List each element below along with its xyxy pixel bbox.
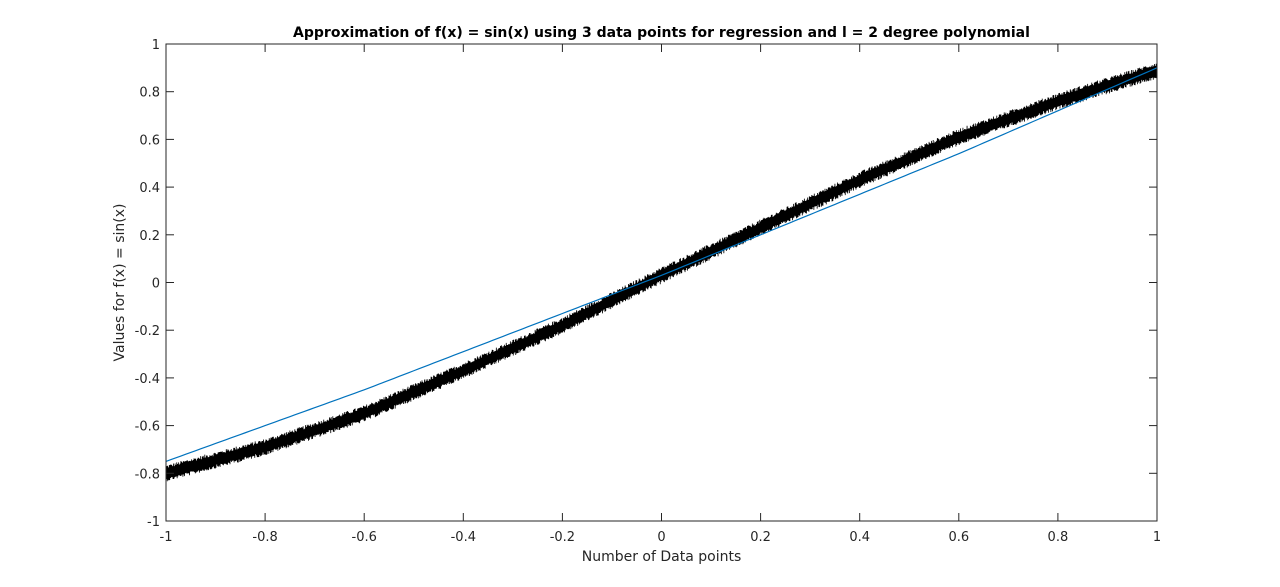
y-tick-label: -0.6 xyxy=(135,420,160,435)
series-1-line xyxy=(165,67,1158,462)
x-tick-label: 0.8 xyxy=(1048,530,1069,545)
x-tick-label: -0.2 xyxy=(550,530,575,545)
y-tick-label: 0.6 xyxy=(139,133,160,148)
series-layer xyxy=(165,62,1158,482)
x-tick-label: -1 xyxy=(160,530,173,545)
x-tick-label: -0.8 xyxy=(252,530,277,545)
x-tick-label: 0.4 xyxy=(849,530,870,545)
ticks-layer: -1 -0.8 -0.6 -0.4 -0.2 0 0.2 0.4 0.6 0.8 1 -1 -0.8 -0… xyxy=(135,38,1162,545)
y-axis-title: Values for f(x) = sin(x) xyxy=(112,204,128,362)
y-tick-label: 0.4 xyxy=(139,181,160,196)
x-tick-label: -0.6 xyxy=(352,530,377,545)
x-tick-label: 1 xyxy=(1153,530,1161,545)
y-tick-label: 1 xyxy=(152,38,160,53)
series-0-line xyxy=(165,62,1158,482)
y-tick-label: 0.2 xyxy=(139,229,160,244)
y-tick-label: -1 xyxy=(147,515,160,530)
y-tick-label: -0.4 xyxy=(135,372,160,387)
x-tick-label: 0.2 xyxy=(750,530,771,545)
y-tick-label: -0.8 xyxy=(135,467,160,482)
y-tick-label: -0.2 xyxy=(135,324,160,339)
y-tick-label: 0.8 xyxy=(139,86,160,101)
x-tick-label: 0.6 xyxy=(948,530,969,545)
x-tick-label: -0.4 xyxy=(451,530,476,545)
x-tick-label: 0 xyxy=(657,530,665,545)
chart-title: Approximation of f(x) = sin(x) using 3 d… xyxy=(293,25,1030,41)
x-axis-title: Number of Data points xyxy=(582,549,742,565)
y-tick-label: 0 xyxy=(152,277,160,292)
